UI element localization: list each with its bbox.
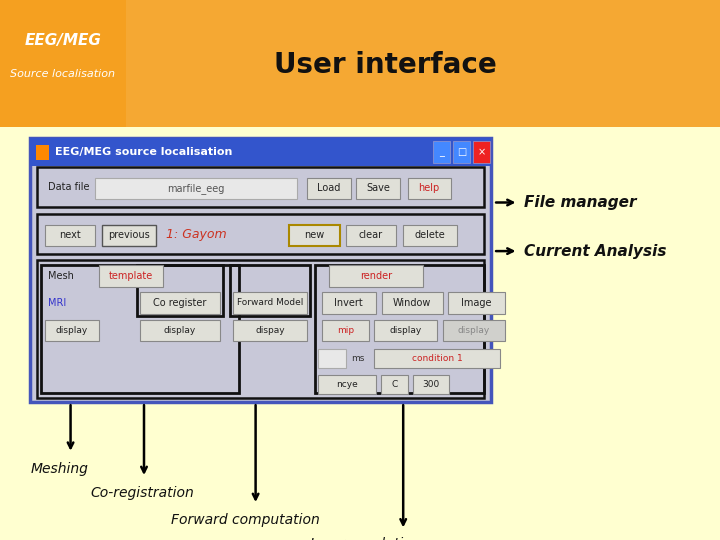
- Text: C: C: [392, 380, 397, 389]
- Text: Source localisation: Source localisation: [11, 69, 115, 79]
- Text: 300: 300: [423, 380, 440, 389]
- Text: User interface: User interface: [274, 51, 496, 79]
- Text: ms: ms: [351, 354, 364, 363]
- Text: dispay: dispay: [255, 326, 285, 335]
- Text: template: template: [109, 271, 153, 281]
- Text: new: new: [305, 231, 325, 240]
- Text: delete: delete: [415, 231, 446, 240]
- Text: Current Analysis: Current Analysis: [524, 244, 667, 259]
- Text: next: next: [59, 231, 81, 240]
- FancyBboxPatch shape: [413, 375, 449, 394]
- FancyBboxPatch shape: [443, 320, 505, 341]
- Text: Forward Model: Forward Model: [237, 299, 303, 307]
- FancyBboxPatch shape: [30, 138, 491, 166]
- Text: Invert: Invert: [335, 298, 363, 308]
- Text: Co register: Co register: [153, 298, 207, 308]
- FancyBboxPatch shape: [45, 320, 99, 341]
- FancyBboxPatch shape: [403, 225, 457, 246]
- FancyBboxPatch shape: [374, 349, 500, 368]
- FancyBboxPatch shape: [381, 375, 408, 394]
- FancyBboxPatch shape: [473, 141, 490, 163]
- FancyBboxPatch shape: [140, 320, 220, 341]
- Text: MRI: MRI: [48, 298, 66, 308]
- Text: _: _: [439, 147, 444, 157]
- FancyBboxPatch shape: [307, 178, 351, 199]
- FancyBboxPatch shape: [346, 225, 396, 246]
- FancyBboxPatch shape: [95, 178, 297, 199]
- Text: Mesh: Mesh: [48, 271, 74, 281]
- Text: □: □: [457, 147, 466, 157]
- FancyBboxPatch shape: [140, 292, 220, 314]
- Text: display: display: [390, 326, 422, 335]
- FancyBboxPatch shape: [30, 138, 491, 402]
- FancyBboxPatch shape: [0, 0, 126, 127]
- FancyBboxPatch shape: [382, 292, 443, 314]
- Text: Window: Window: [393, 298, 431, 308]
- FancyBboxPatch shape: [433, 141, 450, 163]
- FancyBboxPatch shape: [356, 178, 400, 199]
- Text: help: help: [418, 184, 440, 193]
- FancyBboxPatch shape: [45, 225, 95, 246]
- FancyBboxPatch shape: [329, 265, 423, 287]
- FancyBboxPatch shape: [322, 320, 369, 341]
- Text: display: display: [458, 326, 490, 335]
- FancyBboxPatch shape: [448, 292, 505, 314]
- Text: Meshing: Meshing: [30, 462, 88, 476]
- FancyBboxPatch shape: [453, 141, 470, 163]
- Text: EEG/MEG source localisation: EEG/MEG source localisation: [55, 147, 233, 157]
- Text: EEG/MEG: EEG/MEG: [24, 33, 102, 48]
- Text: File manager: File manager: [524, 195, 636, 210]
- Text: render: render: [360, 271, 392, 281]
- FancyBboxPatch shape: [374, 320, 437, 341]
- Text: Inverse solution: Inverse solution: [310, 537, 420, 540]
- FancyBboxPatch shape: [36, 145, 49, 160]
- Text: clear: clear: [359, 231, 383, 240]
- Text: mip: mip: [337, 326, 354, 335]
- Text: Image: Image: [462, 298, 492, 308]
- FancyBboxPatch shape: [322, 292, 376, 314]
- Text: Save: Save: [366, 184, 390, 193]
- Text: Load: Load: [318, 184, 341, 193]
- FancyBboxPatch shape: [0, 0, 720, 127]
- Text: Co-registration: Co-registration: [90, 486, 194, 500]
- FancyBboxPatch shape: [318, 375, 376, 394]
- FancyBboxPatch shape: [233, 292, 307, 314]
- Text: ×: ×: [477, 147, 486, 157]
- Text: Forward computation: Forward computation: [171, 513, 320, 527]
- Text: previous: previous: [109, 231, 150, 240]
- FancyBboxPatch shape: [99, 265, 163, 287]
- Text: condition 1: condition 1: [412, 354, 463, 363]
- FancyBboxPatch shape: [289, 225, 340, 246]
- FancyBboxPatch shape: [102, 225, 156, 246]
- FancyBboxPatch shape: [408, 178, 451, 199]
- Text: Data file: Data file: [48, 182, 90, 192]
- Text: display: display: [164, 326, 196, 335]
- FancyBboxPatch shape: [233, 320, 307, 341]
- Text: marfile_eeg: marfile_eeg: [167, 183, 225, 194]
- Text: display: display: [55, 326, 88, 335]
- FancyBboxPatch shape: [318, 349, 346, 368]
- Text: ncye: ncye: [336, 380, 358, 389]
- Text: 1: Gayom: 1: Gayom: [166, 227, 226, 241]
